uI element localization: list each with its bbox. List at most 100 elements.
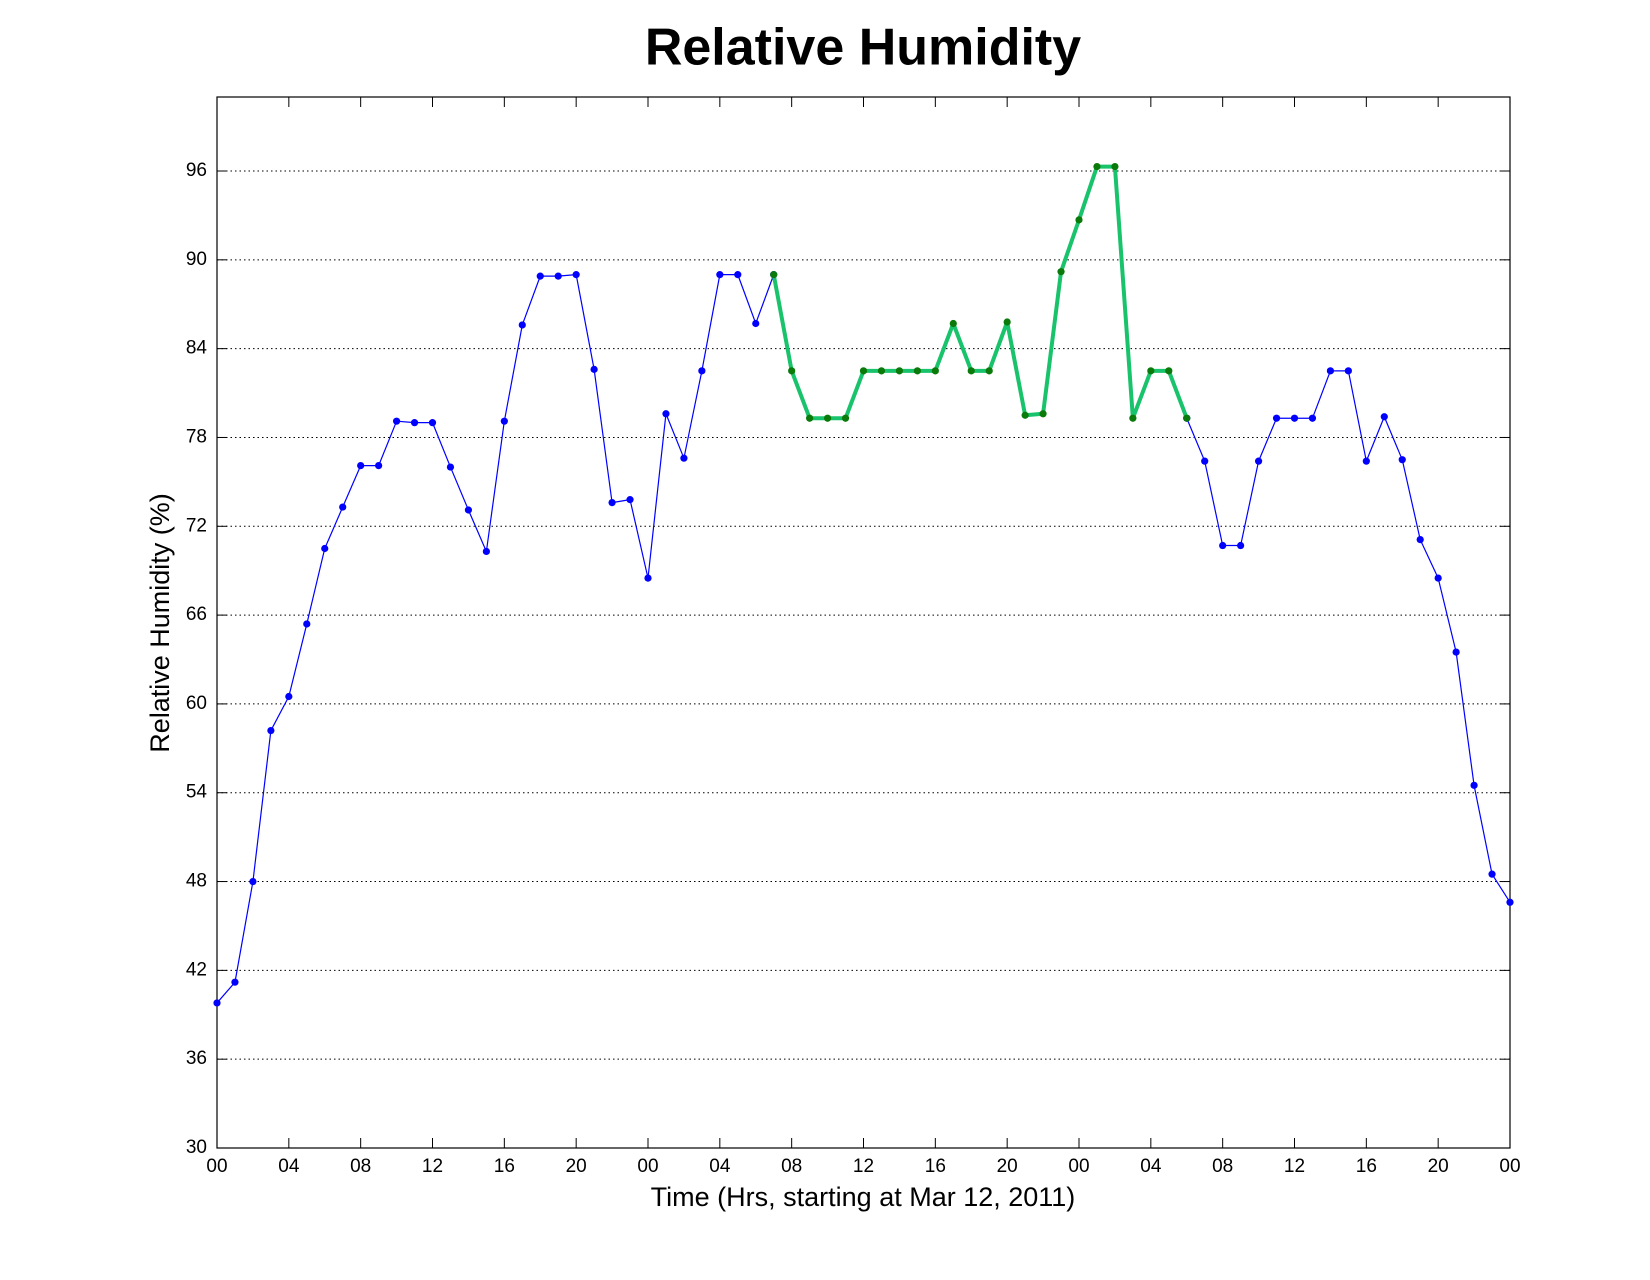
data-point	[806, 414, 814, 422]
x-tick-label: 00	[1499, 1156, 1520, 1177]
data-point	[949, 319, 957, 328]
x-tick-label: 16	[925, 1156, 946, 1177]
x-tick-label: 16	[494, 1156, 515, 1177]
data-point	[1075, 216, 1083, 224]
data-point	[1165, 367, 1173, 375]
data-point	[1434, 574, 1442, 582]
x-tick-label: 08	[1212, 1156, 1233, 1177]
data-point	[1452, 648, 1460, 656]
data-point	[231, 978, 239, 986]
data-point	[770, 271, 778, 279]
data-point	[500, 417, 508, 425]
data-point	[1057, 268, 1065, 276]
x-tick-label: 00	[637, 1156, 658, 1177]
data-point	[823, 414, 832, 422]
y-tick-label: 78	[186, 426, 207, 447]
data-point	[339, 503, 347, 511]
data-point	[1201, 457, 1209, 465]
data-point	[841, 414, 850, 422]
data-point	[644, 574, 652, 582]
data-point	[662, 410, 670, 418]
data-point	[213, 999, 221, 1007]
data-point	[590, 365, 598, 373]
y-tick-label: 84	[186, 338, 208, 359]
data-point	[698, 367, 706, 375]
data-point	[572, 271, 580, 279]
data-point	[1272, 414, 1281, 422]
data-point	[1237, 541, 1245, 550]
x-tick-label: 12	[422, 1156, 443, 1177]
data-point	[1254, 457, 1263, 465]
data-point	[877, 367, 886, 375]
x-tick-label: 12	[853, 1156, 874, 1177]
data-point	[1398, 456, 1406, 464]
data-point	[788, 367, 796, 375]
x-tick-label: 04	[709, 1156, 731, 1177]
y-tick-label: 42	[186, 959, 207, 980]
y-tick-label: 96	[186, 160, 207, 181]
y-tick-label: 72	[186, 515, 207, 536]
data-point	[1183, 414, 1191, 422]
data-point	[375, 461, 383, 470]
data-point	[303, 620, 311, 628]
data-point	[716, 271, 724, 279]
data-point	[482, 547, 490, 556]
data-point	[1111, 162, 1119, 171]
data-point	[321, 544, 329, 553]
data-point	[1344, 367, 1352, 375]
data-point	[967, 367, 975, 375]
data-point	[1003, 318, 1011, 326]
data-point	[464, 506, 473, 514]
data-point	[1093, 162, 1101, 171]
y-tick-label: 90	[186, 249, 207, 270]
data-point	[446, 463, 455, 471]
x-tick-label: 04	[1140, 1156, 1162, 1177]
data-point	[895, 367, 904, 375]
data-point	[626, 496, 634, 504]
data-point	[249, 877, 257, 886]
data-point	[608, 498, 616, 507]
data-point	[410, 419, 419, 427]
y-axis-label: Relative Humidity (%)	[145, 493, 175, 753]
x-tick-label: 08	[781, 1156, 802, 1177]
x-tick-label: 20	[566, 1156, 587, 1177]
data-point	[931, 367, 939, 375]
data-point	[1380, 413, 1388, 421]
data-point	[734, 271, 742, 279]
plot-area	[216, 96, 1511, 1149]
data-point	[392, 417, 401, 425]
data-point	[1362, 457, 1370, 465]
data-point	[1506, 898, 1514, 906]
data-point	[1326, 367, 1335, 375]
chart-title: Relative Humidity	[645, 19, 1081, 77]
data-point	[985, 367, 993, 375]
data-point	[1290, 414, 1299, 422]
data-point	[680, 454, 688, 462]
x-tick-label: 12	[1284, 1156, 1305, 1177]
data-point	[1219, 541, 1227, 550]
data-point	[518, 321, 526, 329]
x-axis-label: Time (Hrs, starting at Mar 12, 2011)	[651, 1182, 1076, 1212]
data-point	[1470, 781, 1478, 789]
data-point	[859, 367, 868, 375]
y-tick-label: 36	[186, 1048, 207, 1069]
x-tick-label: 20	[1428, 1156, 1449, 1177]
data-point	[1021, 411, 1029, 419]
data-point	[1416, 536, 1424, 544]
y-tick-label: 60	[186, 693, 207, 714]
data-point	[1308, 414, 1317, 422]
data-point	[913, 367, 921, 375]
y-tick-label: 54	[186, 782, 208, 803]
data-point	[285, 692, 293, 701]
x-tick-label: 16	[1356, 1156, 1377, 1177]
data-point	[554, 272, 562, 280]
data-point	[752, 319, 760, 328]
data-point	[267, 726, 275, 735]
y-tick-label: 30	[186, 1137, 207, 1158]
data-point	[1147, 367, 1155, 375]
x-tick-label: 08	[350, 1156, 371, 1177]
x-tick-label: 00	[1068, 1156, 1089, 1177]
data-point	[536, 272, 544, 280]
data-point	[428, 419, 437, 427]
data-point	[1488, 870, 1496, 878]
